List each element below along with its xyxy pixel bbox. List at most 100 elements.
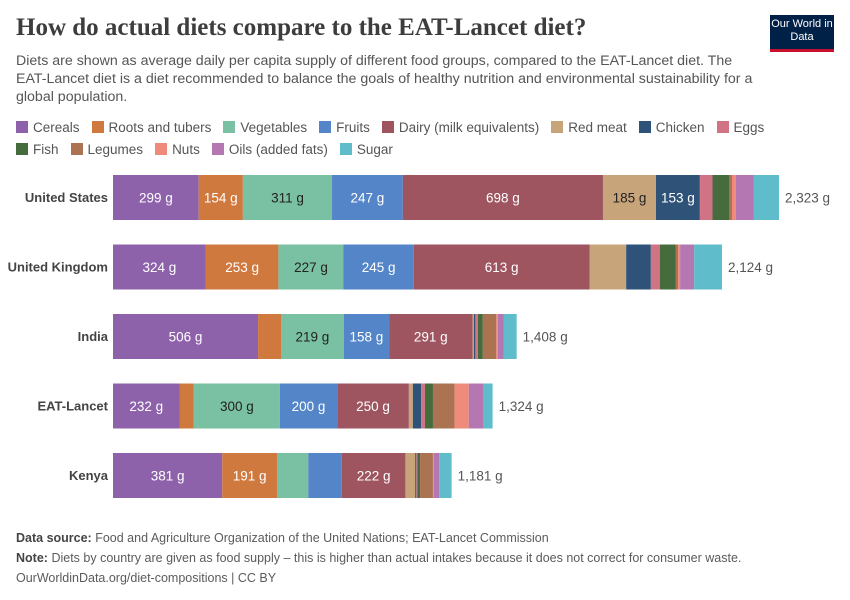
bar-segment[interactable] xyxy=(678,244,681,290)
total-label: 1,408 g xyxy=(523,330,568,345)
bar-segment[interactable] xyxy=(503,314,517,359)
bar-segment[interactable] xyxy=(656,175,700,220)
legend-item[interactable]: Fish xyxy=(16,141,59,157)
bar-segment[interactable] xyxy=(276,453,309,498)
bar-segment[interactable] xyxy=(753,175,779,220)
legend-swatch xyxy=(91,121,104,133)
bar-segment[interactable] xyxy=(281,314,344,359)
bar-segment[interactable] xyxy=(179,383,194,429)
total-label: 1,181 g xyxy=(458,469,503,484)
bar-segment[interactable] xyxy=(712,175,730,220)
data-label: 253 g xyxy=(225,260,259,275)
legend-swatch xyxy=(638,121,651,133)
data-label: 381 g xyxy=(151,469,185,484)
owid-logo[interactable]: Our World in Data xyxy=(770,15,834,52)
bar-segment[interactable] xyxy=(675,244,679,290)
bar-segment[interactable] xyxy=(308,453,342,498)
bar-segment[interactable] xyxy=(432,383,455,429)
bar-segment[interactable] xyxy=(413,244,590,290)
data-label: 222 g xyxy=(357,469,391,484)
bar-segment[interactable] xyxy=(497,314,504,359)
bar-segment[interactable] xyxy=(731,175,736,220)
legend-label: Cereals xyxy=(33,119,80,135)
bar-segment[interactable] xyxy=(278,244,344,290)
bar-segment[interactable] xyxy=(258,314,282,359)
bar-segment[interactable] xyxy=(729,175,732,220)
legend-label: Dairy (milk equivalents) xyxy=(398,119,540,135)
bar-segment[interactable] xyxy=(475,314,478,359)
legend-item[interactable]: Red meat xyxy=(551,119,627,135)
data-label: 250 g xyxy=(356,399,390,414)
bar-segment[interactable] xyxy=(589,244,627,290)
legend-item[interactable]: Oils (added fats) xyxy=(211,141,328,157)
legend-item[interactable]: Nuts xyxy=(155,141,200,157)
bar-segment[interactable] xyxy=(420,453,433,498)
bar-segment[interactable] xyxy=(113,175,199,220)
bar-segment[interactable] xyxy=(343,314,390,359)
bar-segment[interactable] xyxy=(602,175,657,220)
bar-segment[interactable] xyxy=(694,244,722,290)
bar-segment[interactable] xyxy=(222,453,277,498)
legend-item[interactable]: Fruits xyxy=(319,119,370,135)
legend-label: Chicken xyxy=(655,119,705,135)
bar-segment[interactable] xyxy=(477,314,483,359)
data-label: 506 g xyxy=(169,330,203,345)
bar-segment[interactable] xyxy=(412,383,422,429)
bar-segment[interactable] xyxy=(113,383,180,429)
bar-segment[interactable] xyxy=(472,314,474,359)
bar-segment[interactable] xyxy=(421,383,425,429)
bar-segment[interactable] xyxy=(205,244,279,290)
data-label: 300 g xyxy=(220,399,254,414)
bar-segment[interactable] xyxy=(439,453,452,498)
bar-segment[interactable] xyxy=(337,383,409,429)
bar-segment[interactable] xyxy=(279,383,338,429)
bar-segment[interactable] xyxy=(332,175,403,220)
legend-item[interactable]: Cereals xyxy=(16,119,80,135)
bar-segment[interactable] xyxy=(454,383,469,429)
bar-segment[interactable] xyxy=(626,244,651,290)
bar-segment[interactable] xyxy=(343,244,414,290)
bar-segment[interactable] xyxy=(482,314,497,359)
bar-segment[interactable] xyxy=(113,244,206,290)
note-label: Note: xyxy=(16,551,48,565)
bar-segment[interactable] xyxy=(468,383,484,429)
bar-segment[interactable] xyxy=(496,314,498,359)
bar-segment[interactable] xyxy=(473,314,476,359)
bar-segment[interactable] xyxy=(659,244,676,290)
bar-segment[interactable] xyxy=(699,175,713,220)
bar-segment[interactable] xyxy=(735,175,754,220)
legend-item[interactable]: Vegetables xyxy=(223,119,307,135)
legend-swatch xyxy=(551,121,564,133)
legend-label: Vegetables xyxy=(240,119,308,135)
bar-segment[interactable] xyxy=(341,453,406,498)
bar-segment[interactable] xyxy=(432,453,434,498)
legend-swatch xyxy=(223,121,236,133)
legend-item[interactable]: Sugar xyxy=(339,141,393,157)
bar-segment[interactable] xyxy=(680,244,695,290)
source-url[interactable]: OurWorldinData.org/diet-compositions | C… xyxy=(16,571,277,585)
legend-item[interactable]: Eggs xyxy=(716,119,764,135)
bar-segment[interactable] xyxy=(417,453,421,498)
bar-segment[interactable] xyxy=(433,453,440,498)
bar-segment[interactable] xyxy=(483,383,493,429)
data-label: 232 g xyxy=(129,399,163,414)
legend-item[interactable]: Legumes xyxy=(70,141,143,157)
bar-segment[interactable] xyxy=(113,453,223,498)
bar-segment[interactable] xyxy=(402,175,603,220)
bar-segment[interactable] xyxy=(113,314,259,359)
bar-segment[interactable] xyxy=(650,244,660,290)
bar-segment[interactable] xyxy=(242,175,333,220)
bar-segment[interactable] xyxy=(424,383,433,429)
legend-item[interactable]: Roots and tubers xyxy=(91,119,211,135)
legend-item[interactable]: Chicken xyxy=(638,119,705,135)
bar-segment[interactable] xyxy=(198,175,243,220)
bar-segment[interactable] xyxy=(193,383,280,429)
bar-segment[interactable] xyxy=(415,453,417,498)
bar-segment[interactable] xyxy=(416,453,418,498)
bar-segment[interactable] xyxy=(405,453,416,498)
category-label: Kenya xyxy=(69,468,109,483)
bar-segment[interactable] xyxy=(389,314,473,359)
legend: Cereals Roots and tubers Vegetables Fruits D… xyxy=(16,119,816,157)
bar-segment[interactable] xyxy=(408,383,413,429)
legend-item[interactable]: Dairy (milk equivalents) xyxy=(381,119,540,135)
